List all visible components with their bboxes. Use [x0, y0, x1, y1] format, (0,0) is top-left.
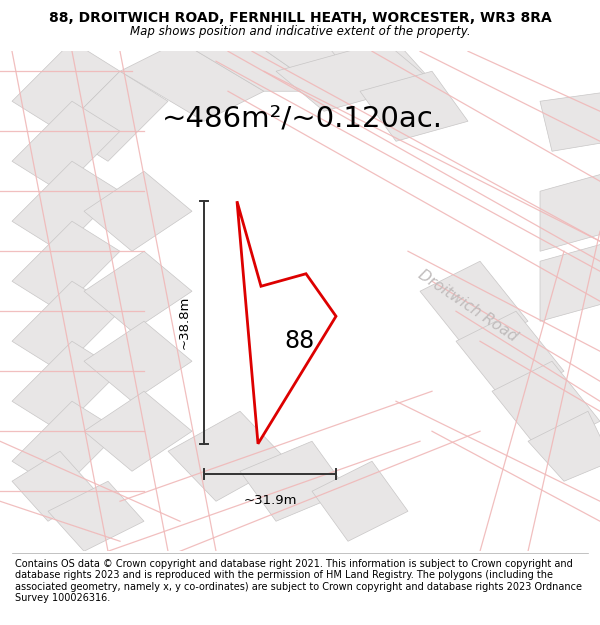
Polygon shape: [456, 311, 564, 401]
Polygon shape: [540, 91, 600, 151]
Text: 88, DROITWICH ROAD, FERNHILL HEATH, WORCESTER, WR3 8RA: 88, DROITWICH ROAD, FERNHILL HEATH, WORC…: [49, 11, 551, 25]
Polygon shape: [420, 261, 528, 351]
Polygon shape: [60, 71, 168, 161]
Polygon shape: [312, 461, 408, 541]
Polygon shape: [360, 71, 468, 141]
Polygon shape: [528, 411, 600, 481]
Text: Contains OS data © Crown copyright and database right 2021. This information is : Contains OS data © Crown copyright and d…: [15, 559, 582, 603]
Text: 88: 88: [285, 329, 315, 353]
Polygon shape: [12, 101, 120, 191]
Polygon shape: [84, 251, 192, 331]
Polygon shape: [252, 41, 384, 91]
Text: Map shows position and indicative extent of the property.: Map shows position and indicative extent…: [130, 25, 470, 38]
Polygon shape: [12, 221, 120, 311]
Polygon shape: [120, 41, 264, 121]
Polygon shape: [12, 451, 96, 521]
Polygon shape: [324, 41, 432, 101]
Polygon shape: [168, 411, 288, 501]
Polygon shape: [48, 481, 144, 551]
Polygon shape: [84, 171, 192, 251]
Text: Droitwich Road: Droitwich Road: [416, 268, 520, 345]
Polygon shape: [237, 201, 336, 444]
Polygon shape: [240, 441, 348, 521]
Polygon shape: [12, 281, 120, 371]
Polygon shape: [12, 401, 120, 491]
Polygon shape: [84, 321, 192, 401]
Polygon shape: [180, 41, 324, 91]
Polygon shape: [12, 41, 120, 131]
Text: ~486m²/~0.120ac.: ~486m²/~0.120ac.: [162, 105, 443, 132]
Text: ~38.8m: ~38.8m: [178, 296, 191, 349]
Polygon shape: [12, 341, 120, 431]
Polygon shape: [84, 391, 192, 471]
Text: ~31.9m: ~31.9m: [243, 494, 297, 507]
Polygon shape: [12, 161, 120, 251]
Polygon shape: [540, 241, 600, 321]
Polygon shape: [540, 171, 600, 251]
Polygon shape: [276, 41, 432, 111]
Polygon shape: [492, 361, 600, 451]
